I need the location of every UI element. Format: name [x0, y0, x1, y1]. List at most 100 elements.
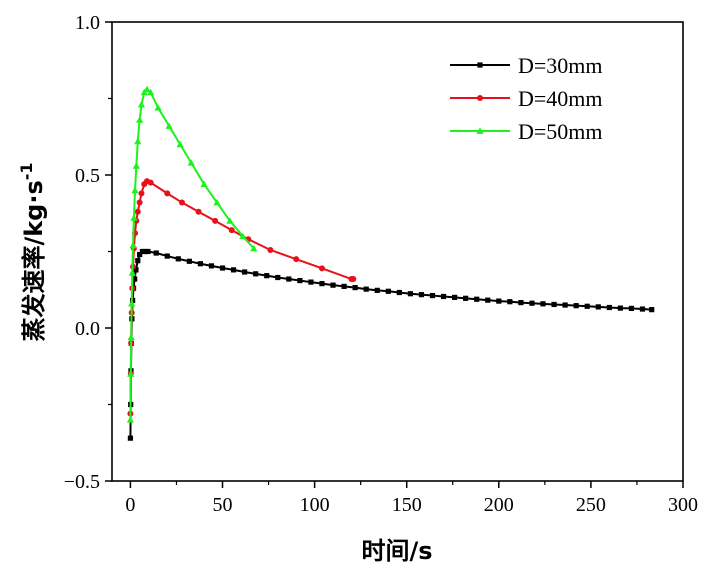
data-point — [213, 198, 221, 206]
data-point — [518, 300, 524, 306]
y-axis-title-superscript: -1 — [17, 162, 36, 180]
legend: D=30mm D=40mm D=50mm — [450, 53, 603, 144]
data-point — [418, 292, 425, 298]
data-point — [595, 304, 601, 310]
data-point — [164, 190, 171, 197]
data-point — [264, 273, 270, 279]
data-point — [330, 282, 336, 288]
data-point — [452, 294, 458, 300]
series-line — [129, 250, 652, 439]
legend-marker — [477, 62, 483, 68]
data-point — [529, 300, 535, 306]
data-point — [250, 244, 258, 252]
data-point — [142, 248, 148, 255]
legend-marker — [476, 127, 484, 134]
data-point — [165, 122, 173, 129]
data-point — [374, 287, 380, 293]
data-point — [176, 140, 184, 148]
data-point — [126, 416, 135, 423]
data-point — [275, 274, 281, 281]
data-point — [137, 251, 143, 258]
data-point — [128, 299, 136, 307]
data-point — [153, 250, 159, 256]
data-point — [485, 297, 491, 303]
data-point — [617, 305, 623, 311]
data-point — [143, 85, 151, 93]
x-tick-label: 250 — [576, 494, 606, 516]
data-point — [136, 199, 143, 206]
data-point — [496, 298, 502, 304]
data-point — [507, 299, 513, 305]
x-tick-label: 0 — [125, 494, 135, 516]
data-point — [562, 302, 568, 308]
data-point — [134, 208, 141, 215]
data-point — [628, 305, 635, 312]
y-tick-label: 0.0 — [75, 318, 100, 340]
legend-label: D=30mm — [518, 53, 603, 78]
data-point — [396, 289, 402, 296]
series-layer — [126, 85, 655, 441]
data-point — [127, 370, 135, 377]
data-point — [407, 291, 413, 297]
data-point — [178, 199, 185, 206]
data-point — [154, 104, 162, 111]
y-axis-title-main: 蒸发速率/kg·s — [20, 180, 48, 341]
y-tick-label: 1.0 — [75, 12, 100, 34]
data-point — [639, 306, 646, 312]
x-tick-label: 150 — [392, 494, 422, 516]
data-point — [463, 295, 469, 301]
data-point — [128, 269, 136, 276]
data-point — [297, 277, 303, 284]
legend-label: D=40mm — [518, 86, 603, 111]
data-point — [208, 263, 215, 269]
data-point — [137, 101, 146, 108]
x-tick-label: 200 — [484, 494, 514, 516]
data-point — [385, 288, 391, 294]
y-axis-title: 蒸发速率/kg·s-1 — [17, 162, 48, 341]
data-point — [606, 304, 612, 311]
axis-ticks: 0 50 100 150 200 250 300 −0.5 0.0 0.5 1.0 — [64, 12, 698, 516]
data-point — [267, 246, 274, 253]
data-point — [147, 179, 154, 186]
data-point — [540, 301, 546, 307]
data-point — [136, 116, 144, 123]
data-point — [135, 258, 141, 264]
y-tick-label: −0.5 — [64, 471, 100, 493]
data-point — [230, 267, 237, 273]
data-point — [440, 293, 447, 300]
data-point — [239, 232, 247, 240]
series-circle — [127, 178, 357, 417]
data-point — [341, 283, 347, 289]
data-point — [138, 190, 145, 197]
data-point — [318, 265, 325, 272]
data-point — [352, 285, 358, 291]
data-point — [228, 227, 235, 234]
data-point — [286, 276, 292, 282]
data-point — [186, 258, 192, 264]
legend-marker — [477, 95, 483, 101]
data-point — [127, 333, 135, 341]
data-point — [129, 241, 137, 249]
data-point — [195, 208, 202, 215]
data-point — [132, 276, 138, 282]
series-line — [129, 87, 255, 420]
data-point — [127, 435, 134, 441]
y-tick-label: 0.5 — [75, 165, 100, 187]
data-point — [200, 180, 208, 188]
data-point — [253, 271, 259, 277]
data-point — [134, 137, 142, 145]
data-point — [551, 301, 557, 308]
data-point — [130, 214, 138, 221]
data-point — [132, 162, 140, 169]
data-point — [350, 276, 357, 283]
x-axis-title: 时间/s — [361, 537, 432, 565]
x-tick-label: 50 — [213, 494, 233, 516]
data-point — [226, 217, 234, 224]
data-point — [212, 217, 219, 224]
data-point — [219, 265, 226, 271]
data-point — [133, 267, 139, 273]
data-point — [164, 253, 170, 259]
x-tick-label: 100 — [300, 494, 330, 516]
data-point — [175, 256, 181, 262]
